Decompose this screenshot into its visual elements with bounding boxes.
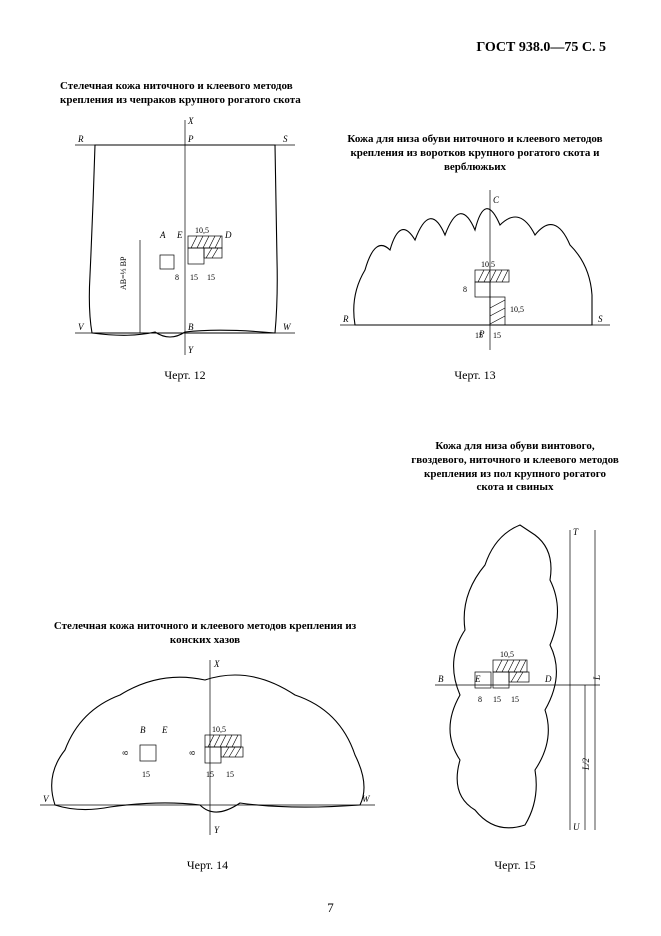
- figure-13: R S P C 10,5 10,5 8 15 15: [340, 175, 610, 365]
- lbl14-B: B: [140, 725, 146, 735]
- label-fig14: Черт. 14: [40, 858, 375, 873]
- page-header: ГОСТ 938.0—75 С. 5: [476, 40, 606, 56]
- lbl-A: A: [159, 230, 166, 240]
- lbl14-Y: Y: [214, 825, 220, 835]
- d15-15a: 15: [493, 695, 501, 704]
- d13-105b: 10,5: [510, 305, 524, 314]
- lbl14-X: X: [213, 659, 220, 669]
- lbl-S: S: [283, 134, 288, 144]
- label-fig12: Черт. 12: [70, 368, 300, 383]
- d12-15a: 15: [190, 273, 198, 282]
- figure-15: T U B E D L L/2 10,5 8 15 15: [405, 510, 625, 850]
- d15-105: 10,5: [500, 650, 514, 659]
- d14-15c: 15: [226, 770, 234, 779]
- caption-fig12: Стелечная кожа ниточного и клеевого мето…: [60, 80, 310, 108]
- figure-12: R S V W P B X Y A E D 10,5 8 15 15 AB=⅓ …: [70, 110, 300, 360]
- d12-8: 8: [175, 273, 179, 282]
- d14-105: 10,5: [212, 725, 226, 734]
- lbl-V: V: [78, 322, 85, 332]
- lbl14-W: W: [362, 794, 371, 804]
- d12-15b: 15: [207, 273, 215, 282]
- lbl15-T: T: [573, 527, 579, 537]
- lbl-R: R: [77, 134, 84, 144]
- d13-105a: 10,5: [481, 260, 495, 269]
- label-fig15: Черт. 15: [405, 858, 625, 873]
- label-fig13: Черт. 13: [340, 368, 610, 383]
- lbl13-C: C: [493, 195, 500, 205]
- lbl13-R: R: [342, 314, 349, 324]
- lbl-W: W: [283, 322, 292, 332]
- caption-fig15: Кожа для низа обуви винтового, гвоздевог…: [410, 440, 620, 495]
- d14-8a: 8: [121, 751, 130, 755]
- lbl-Y: Y: [188, 345, 194, 355]
- d12-ab: AB=⅓ BP: [119, 256, 128, 290]
- lbl-X: X: [187, 116, 194, 126]
- lbl14-E: E: [161, 725, 168, 735]
- lbl13-S: S: [598, 314, 603, 324]
- lbl15-U: U: [573, 822, 580, 832]
- figure-14: V W X Y B E 10,5 8 8 15 15 15: [40, 655, 375, 850]
- lbl-E: E: [176, 230, 183, 240]
- lbl-D: D: [224, 230, 232, 240]
- d13-15b: 15: [493, 331, 501, 340]
- d12-105: 10,5: [195, 226, 209, 235]
- lbl-P: P: [187, 134, 194, 144]
- d13-15a: 15: [475, 331, 483, 340]
- d14-15a: 15: [142, 770, 150, 779]
- d14-8b: 8: [188, 751, 197, 755]
- lbl15-D: D: [544, 674, 552, 684]
- d13-8: 8: [463, 285, 467, 294]
- caption-fig13: Кожа для низа обуви ниточного и клеевого…: [330, 133, 620, 174]
- d14-15b: 15: [206, 770, 214, 779]
- page-number: 7: [0, 900, 661, 916]
- lbl14-V: V: [43, 794, 50, 804]
- d15-15b: 15: [511, 695, 519, 704]
- d15-8: 8: [478, 695, 482, 704]
- d15-L2: L/2: [581, 757, 591, 771]
- d15-L: L: [592, 675, 602, 681]
- caption-fig14: Стелечная кожа ниточного и клеевого мето…: [50, 620, 360, 648]
- lbl-B: B: [188, 322, 194, 332]
- lbl15-B: B: [438, 674, 444, 684]
